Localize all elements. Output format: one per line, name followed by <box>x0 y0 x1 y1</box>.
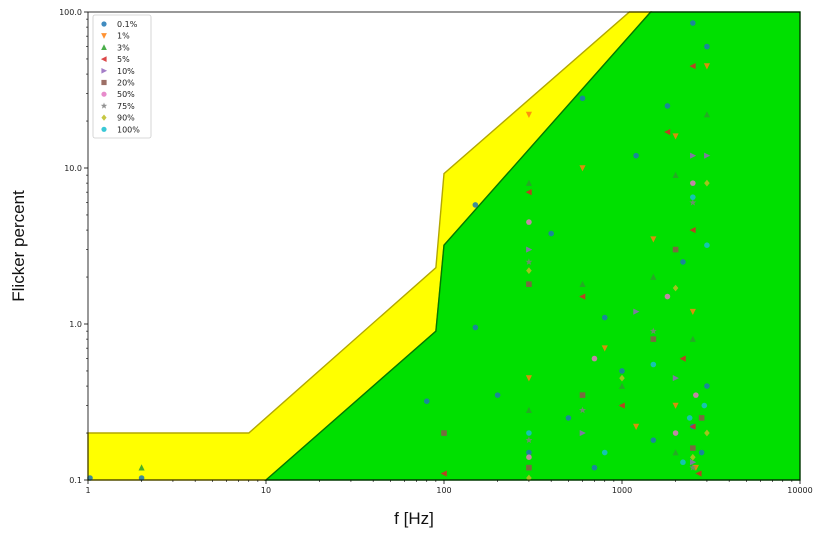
data-point <box>602 450 608 456</box>
x-tick-label: 1 <box>85 486 90 495</box>
data-point <box>651 362 657 368</box>
legend: 0.1% 1% 3% 5% 10% 20% 50% 75% 90% 100% <box>93 15 151 138</box>
data-point <box>566 415 572 421</box>
data-point <box>548 231 554 237</box>
legend-marker <box>101 92 106 97</box>
data-point <box>473 325 479 331</box>
data-point <box>680 259 686 265</box>
x-tick-label: 100 <box>436 486 451 495</box>
data-point <box>651 437 657 443</box>
legend-label: 20% <box>117 79 135 88</box>
data-point <box>526 430 532 436</box>
y-tick-label: 1.0 <box>69 320 82 329</box>
region-green-area <box>266 12 800 480</box>
data-point <box>704 44 710 50</box>
y-axis-label: Flicker percent <box>9 190 28 302</box>
legend-label: 3% <box>117 43 130 52</box>
y-tick-label: 100.0 <box>59 8 82 17</box>
data-point <box>592 356 598 362</box>
data-point <box>526 281 532 287</box>
data-point <box>704 383 710 389</box>
legend-label: 75% <box>117 102 135 111</box>
data-point <box>526 454 532 460</box>
data-point <box>526 465 532 471</box>
data-point <box>699 415 705 421</box>
data-point <box>673 247 679 253</box>
data-point <box>690 20 696 26</box>
legend-marker <box>101 21 106 26</box>
data-point <box>619 368 625 374</box>
x-tick-label: 10 <box>261 486 271 495</box>
y-tick-label: 0.1 <box>69 476 82 485</box>
legend-label: 50% <box>117 90 135 99</box>
x-tick-label: 10000 <box>787 486 812 495</box>
data-point <box>424 398 430 404</box>
legend-label: 90% <box>117 114 135 123</box>
data-point <box>526 219 532 225</box>
legend-label: 10% <box>117 67 135 76</box>
data-point <box>673 430 679 436</box>
legend-marker <box>101 80 106 85</box>
data-point <box>702 403 708 409</box>
data-point <box>680 459 686 465</box>
data-point <box>687 415 693 421</box>
legend-label: 100% <box>117 125 140 134</box>
data-point <box>473 202 479 208</box>
data-point <box>665 103 671 109</box>
legend-label: 1% <box>117 32 130 41</box>
data-point <box>693 392 699 398</box>
x-axis-label: f [Hz] <box>394 509 434 528</box>
data-point <box>441 430 447 436</box>
data-point <box>602 315 608 321</box>
data-point <box>580 392 586 398</box>
data-point <box>704 242 710 248</box>
data-point <box>690 180 696 186</box>
legend-label: 5% <box>117 55 130 64</box>
data-point <box>651 336 657 342</box>
x-tick-label: 1000 <box>612 486 632 495</box>
y-tick-label: 10.0 <box>64 164 82 173</box>
data-point <box>699 450 705 456</box>
regions <box>88 12 800 480</box>
data-point <box>690 445 696 451</box>
data-point <box>690 194 696 200</box>
data-point <box>633 153 639 159</box>
data-point <box>592 465 598 471</box>
data-point <box>580 95 586 101</box>
legend-label: 0.1% <box>117 20 138 29</box>
data-point <box>665 294 671 300</box>
legend-marker <box>101 127 106 132</box>
data-point <box>495 392 501 398</box>
